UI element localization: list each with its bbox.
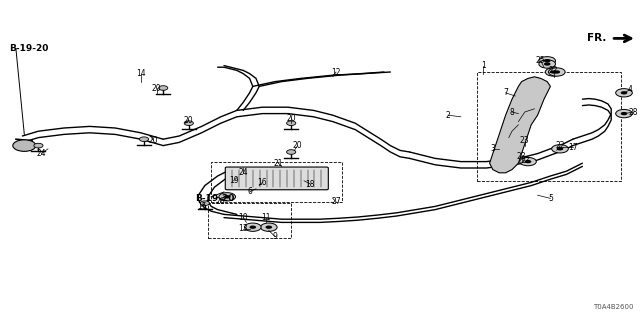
Text: 23: 23: [520, 136, 530, 145]
Text: 26: 26: [216, 197, 226, 206]
Circle shape: [520, 157, 536, 166]
Text: T0A4B2600: T0A4B2600: [593, 304, 634, 310]
Circle shape: [544, 62, 550, 66]
Circle shape: [219, 193, 236, 201]
Circle shape: [545, 68, 562, 76]
Circle shape: [34, 143, 43, 148]
Text: 18: 18: [306, 180, 315, 188]
Text: 27: 27: [331, 197, 341, 206]
Circle shape: [525, 160, 531, 163]
Circle shape: [250, 226, 256, 229]
Polygon shape: [490, 77, 550, 173]
Circle shape: [159, 86, 168, 90]
Circle shape: [140, 137, 148, 141]
Text: 11: 11: [261, 213, 270, 222]
Text: 25: 25: [536, 56, 546, 65]
Bar: [211, 162, 342, 202]
Text: 20: 20: [152, 84, 162, 92]
Text: 20: 20: [148, 136, 159, 145]
Text: 15: 15: [196, 202, 207, 211]
Circle shape: [548, 68, 565, 76]
Text: 13: 13: [238, 224, 248, 233]
Text: 17: 17: [568, 143, 578, 152]
Text: 2: 2: [445, 111, 451, 120]
Text: 9: 9: [273, 232, 278, 241]
Circle shape: [244, 223, 261, 231]
Circle shape: [287, 150, 296, 154]
Text: B-19-20: B-19-20: [10, 44, 49, 52]
Text: 24: 24: [238, 168, 248, 177]
Text: 14: 14: [136, 69, 146, 78]
Text: B-19-20: B-19-20: [195, 194, 235, 203]
Circle shape: [260, 223, 277, 231]
Text: 20: 20: [292, 141, 303, 150]
Circle shape: [224, 195, 230, 198]
Text: 12: 12: [332, 68, 340, 76]
Text: 19: 19: [228, 176, 239, 185]
Circle shape: [550, 70, 557, 74]
Text: 8: 8: [509, 108, 515, 116]
Circle shape: [13, 140, 36, 151]
Text: 22: 22: [520, 156, 529, 164]
Text: 6: 6: [247, 188, 252, 196]
Circle shape: [552, 145, 568, 153]
Text: 20: 20: [286, 114, 296, 123]
Text: 20: 20: [184, 116, 194, 124]
Circle shape: [621, 112, 627, 115]
Text: 28: 28: [629, 108, 638, 116]
Text: 24: 24: [36, 149, 47, 158]
Circle shape: [539, 60, 556, 68]
Circle shape: [616, 89, 632, 97]
Text: 22: 22: [556, 141, 564, 150]
Text: 4: 4: [628, 85, 633, 94]
Circle shape: [266, 226, 272, 229]
Circle shape: [544, 59, 550, 62]
Bar: [208, 203, 291, 238]
Circle shape: [287, 121, 296, 125]
Circle shape: [184, 121, 193, 125]
FancyBboxPatch shape: [225, 167, 328, 190]
Circle shape: [539, 57, 556, 65]
Circle shape: [557, 147, 563, 150]
Text: 23: 23: [516, 152, 527, 161]
Text: 1: 1: [481, 61, 486, 70]
Text: 16: 16: [257, 178, 268, 187]
Text: 10: 10: [238, 213, 248, 222]
Circle shape: [616, 109, 632, 118]
Text: 22: 22: [549, 66, 558, 75]
Circle shape: [200, 201, 209, 205]
Text: 3: 3: [490, 144, 495, 153]
Text: 7: 7: [503, 88, 508, 97]
Bar: [477, 72, 621, 181]
Circle shape: [621, 91, 627, 94]
Text: 21: 21: [274, 159, 283, 168]
Text: FR.: FR.: [588, 33, 607, 44]
Text: 5: 5: [548, 194, 553, 203]
Circle shape: [554, 70, 560, 74]
